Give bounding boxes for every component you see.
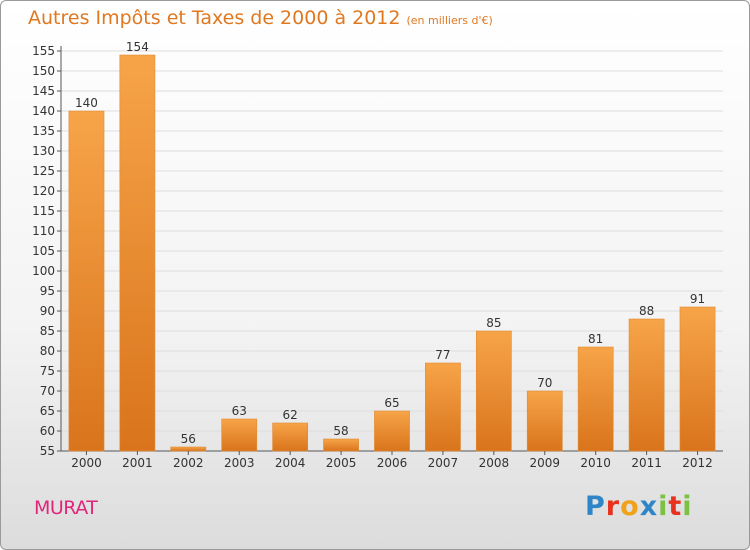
x-tick-label: 2005 xyxy=(326,456,357,470)
bar xyxy=(68,110,105,452)
y-tick-label: 105 xyxy=(32,244,55,258)
data-label: 81 xyxy=(588,332,603,346)
place-name: MURAT xyxy=(34,497,98,519)
y-tick-label: 140 xyxy=(32,104,55,118)
data-label: 70 xyxy=(537,376,552,390)
data-label: 154 xyxy=(126,40,149,54)
proxiti-logo: Proxiti xyxy=(585,491,693,522)
x-tick-label: 2002 xyxy=(173,456,204,470)
y-tick-label: 135 xyxy=(32,124,55,138)
x-tick-label: 2003 xyxy=(224,456,255,470)
logo-letter: r xyxy=(605,491,621,522)
y-tick-label: 155 xyxy=(32,44,55,58)
bar xyxy=(577,346,614,452)
data-label: 63 xyxy=(232,404,247,418)
bar xyxy=(425,362,461,452)
y-tick-label: 75 xyxy=(40,364,55,378)
y-tick-label: 80 xyxy=(40,344,55,358)
bar xyxy=(628,318,665,452)
bar xyxy=(221,418,258,452)
x-tick-label: 2007 xyxy=(428,456,459,470)
logo-letter: i xyxy=(658,491,669,522)
logo-letter: o xyxy=(620,491,640,522)
data-label: 140 xyxy=(75,96,98,110)
y-tick-label: 55 xyxy=(40,444,55,458)
x-tick-label: 2011 xyxy=(631,456,662,470)
y-tick-label: 120 xyxy=(32,184,55,198)
bar xyxy=(272,422,309,452)
data-label: 88 xyxy=(639,304,654,318)
x-tick-label: 2010 xyxy=(580,456,611,470)
data-label: 58 xyxy=(333,424,348,438)
y-tick-label: 90 xyxy=(40,304,55,318)
logo-letter: t xyxy=(668,491,683,522)
x-tick-label: 2012 xyxy=(682,456,713,470)
data-label: 62 xyxy=(283,408,298,422)
data-label: 91 xyxy=(690,292,705,306)
logo-letter: i xyxy=(682,491,693,522)
x-tick-label: 2001 xyxy=(122,456,153,470)
y-tick-label: 150 xyxy=(32,64,55,78)
y-tick-label: 115 xyxy=(32,204,55,218)
data-label: 77 xyxy=(435,348,450,362)
bar xyxy=(475,330,512,452)
chart-subtitle: (en milliers d'€) xyxy=(406,14,493,27)
y-tick-label: 70 xyxy=(40,384,55,398)
y-tick-label: 125 xyxy=(32,164,55,178)
y-tick-label: 130 xyxy=(32,144,55,158)
y-tick-label: 100 xyxy=(32,264,55,278)
data-label: 85 xyxy=(486,316,501,330)
bar xyxy=(170,446,207,452)
logo-letter: P xyxy=(585,491,606,522)
bar xyxy=(526,390,563,452)
chart-title: Autres Impôts et Taxes de 2000 à 2012 (en… xyxy=(28,7,493,29)
y-tick-label: 85 xyxy=(40,324,55,338)
x-tick-label: 2004 xyxy=(275,456,306,470)
bar xyxy=(323,438,359,452)
x-tick-label: 2008 xyxy=(479,456,510,470)
x-tick-label: 2006 xyxy=(377,456,408,470)
data-label: 65 xyxy=(384,396,399,410)
x-tick-label: 2009 xyxy=(529,456,560,470)
chart-title-text: Autres Impôts et Taxes de 2000 à 2012 xyxy=(28,7,401,29)
bar xyxy=(374,410,410,452)
data-label: 56 xyxy=(181,432,196,446)
y-tick-label: 60 xyxy=(40,424,55,438)
y-tick-label: 95 xyxy=(40,284,55,298)
bar xyxy=(119,54,156,452)
x-tick-label: 2000 xyxy=(71,456,102,470)
y-tick-label: 65 xyxy=(40,404,55,418)
bar xyxy=(679,306,716,452)
y-tick-label: 145 xyxy=(32,84,55,98)
logo-letter: x xyxy=(639,491,659,522)
y-tick-label: 110 xyxy=(32,224,55,238)
